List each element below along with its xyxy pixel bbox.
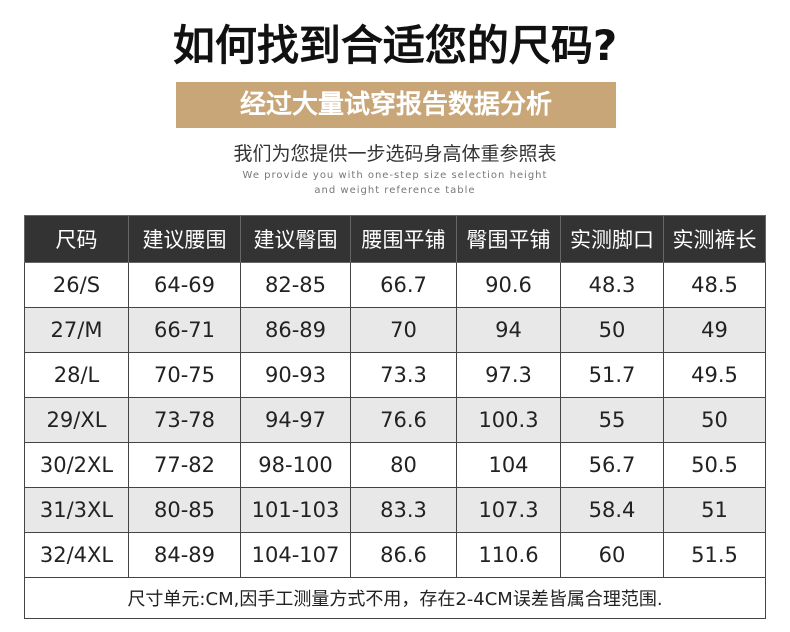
table-cell: 66.7 — [350, 262, 457, 308]
table-cell: 30/2XL — [24, 442, 129, 488]
table-row: 32/4XL 84-89 104-107 86.6 110.6 60 51.5 — [24, 532, 766, 578]
table-cell: 32/4XL — [24, 532, 129, 578]
subtitle: 我们为您提供一步选码身高体重参照表 — [233, 143, 557, 165]
table-cell: 51 — [663, 487, 766, 533]
title: 如何找到合适您的尺码? — [172, 21, 618, 70]
table-note: 尺寸单元:CM,因手工测量方式不用，存在2-4CM误差皆属合理范围. — [24, 577, 766, 619]
english-line: We provide you with one-step size select… — [242, 170, 548, 181]
column-header: 实测脚口 — [560, 215, 664, 263]
table-cell: 80 — [350, 442, 457, 488]
column-header: 实测裤长 — [663, 215, 766, 263]
table-cell: 28/L — [24, 352, 129, 398]
table-cell: 50.5 — [663, 442, 766, 488]
table-cell: 98-100 — [240, 442, 351, 488]
column-header: 臀围平铺 — [456, 215, 561, 263]
table-cell: 80-85 — [128, 487, 241, 533]
column-header: 尺码 — [24, 215, 129, 263]
table-row: 尺码 建议腰围 建议臀围 腰围平铺 臀围平铺 实测脚口 实测裤长 — [24, 215, 766, 263]
table-cell: 50 — [663, 397, 766, 443]
table-cell: 64-69 — [128, 262, 241, 308]
table-cell: 86.6 — [350, 532, 457, 578]
table-cell: 51.5 — [663, 532, 766, 578]
table-cell: 58.4 — [560, 487, 664, 533]
table-cell: 31/3XL — [24, 487, 129, 533]
table-cell: 97.3 — [456, 352, 561, 398]
table-row: 28/L 70-75 90-93 73.3 97.3 51.7 49.5 — [24, 352, 766, 398]
table-cell: 73-78 — [128, 397, 241, 443]
table-cell: 94-97 — [240, 397, 351, 443]
column-header: 建议臀围 — [240, 215, 351, 263]
table-cell: 107.3 — [456, 487, 561, 533]
table-cell: 49.5 — [663, 352, 766, 398]
table-cell: 100.3 — [456, 397, 561, 443]
table-cell: 48.3 — [560, 262, 664, 308]
table-cell: 60 — [560, 532, 664, 578]
english-line: and weight reference table — [314, 185, 476, 196]
table-cell: 51.7 — [560, 352, 664, 398]
table-row: 30/2XL 77-82 98-100 80 104 56.7 50.5 — [24, 442, 766, 488]
table-cell: 84-89 — [128, 532, 241, 578]
table-cell: 26/S — [24, 262, 129, 308]
table-cell: 110.6 — [456, 532, 561, 578]
column-header: 建议腰围 — [128, 215, 241, 263]
table-cell: 104-107 — [240, 532, 351, 578]
table-cell: 82-85 — [240, 262, 351, 308]
banner: 经过大量试穿报告数据分析 — [176, 82, 616, 128]
table-row: 29/XL 73-78 94-97 76.6 100.3 55 50 — [24, 397, 766, 443]
table-cell: 48.5 — [663, 262, 766, 308]
table-row: 尺寸单元:CM,因手工测量方式不用，存在2-4CM误差皆属合理范围. — [24, 577, 766, 619]
table-cell: 50 — [560, 307, 664, 353]
table-cell: 56.7 — [560, 442, 664, 488]
table-cell: 55 — [560, 397, 664, 443]
table-cell: 94 — [456, 307, 561, 353]
column-header: 腰围平铺 — [350, 215, 457, 263]
table-row: 26/S 64-69 82-85 66.7 90.6 48.3 48.5 — [24, 262, 766, 308]
table-cell: 70-75 — [128, 352, 241, 398]
table-cell: 49 — [663, 307, 766, 353]
table-row: 31/3XL 80-85 101-103 83.3 107.3 58.4 51 — [24, 487, 766, 533]
size-table: 尺码 建议腰围 建议臀围 腰围平铺 臀围平铺 实测脚口 实测裤长 26/S 64-69 82-85… — [24, 215, 766, 619]
table-row: 27/M 66-71 86-89 70 94 50 49 — [24, 307, 766, 353]
table-cell: 27/M — [24, 307, 129, 353]
table-cell: 104 — [456, 442, 561, 488]
table-cell: 90-93 — [240, 352, 351, 398]
table-cell: 70 — [350, 307, 457, 353]
table-cell: 76.6 — [350, 397, 457, 443]
table-cell: 73.3 — [350, 352, 457, 398]
table-cell: 77-82 — [128, 442, 241, 488]
table-cell: 101-103 — [240, 487, 351, 533]
table-cell: 29/XL — [24, 397, 129, 443]
table-cell: 83.3 — [350, 487, 457, 533]
table-cell: 66-71 — [128, 307, 241, 353]
table-cell: 86-89 — [240, 307, 351, 353]
table-cell: 90.6 — [456, 262, 561, 308]
